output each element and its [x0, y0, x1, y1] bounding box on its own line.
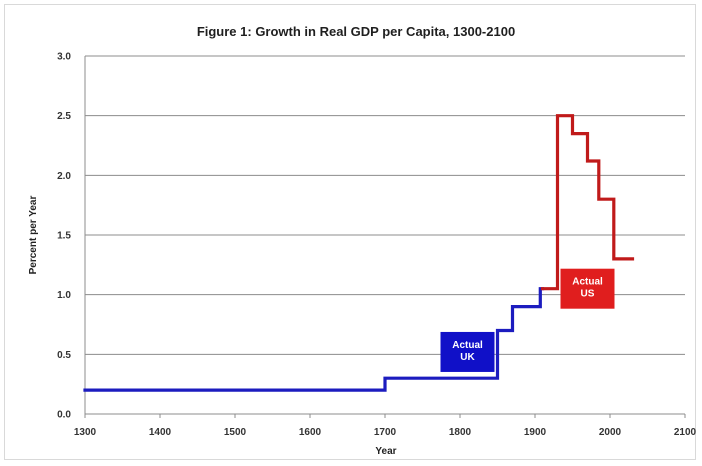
y-tick-label: 1.0 — [57, 290, 71, 301]
chart-frame — [4, 4, 696, 460]
y-tick-label: 0.0 — [57, 410, 71, 421]
x-tick-label: 1700 — [374, 427, 397, 438]
callout-actual-us-text: Actual — [572, 277, 603, 288]
x-axis-label: Year — [375, 446, 396, 457]
callout-actual-uk-text: UK — [460, 352, 475, 363]
x-tick-label: 1600 — [299, 427, 322, 438]
y-tick-label: 0.5 — [57, 350, 71, 361]
callout-actual-us-box — [560, 268, 615, 309]
y-tick-label: 2.0 — [57, 171, 71, 182]
x-tick-label: 2000 — [599, 427, 622, 438]
series-layer — [83, 114, 635, 392]
x-tick-label: 1400 — [149, 427, 172, 438]
x-tick-label: 1500 — [224, 427, 247, 438]
y-tick-label: 1.5 — [57, 231, 71, 242]
x-tick-label: 1800 — [449, 427, 472, 438]
y-tick-label: 3.0 — [57, 52, 71, 63]
x-tick-label: 1300 — [74, 427, 97, 438]
callout-actual-uk-text: Actual — [452, 340, 483, 351]
x-tick-label: 2100 — [674, 427, 697, 438]
y-tick-label: 2.5 — [57, 111, 71, 122]
callout-actual-uk-box — [440, 331, 495, 372]
series-line-uk — [83, 287, 545, 392]
chart-title: Figure 1: Growth in Real GDP per Capita,… — [197, 24, 515, 39]
x-tick-label: 1900 — [524, 427, 547, 438]
y-axis-label: Percent per Year — [28, 196, 39, 275]
callout-actual-us-text: US — [581, 289, 595, 300]
series-line-us — [540, 114, 635, 291]
grid-lines — [85, 55, 685, 355]
axes: 0.0 0.5 1.0 1.5 2.0 2.5 3.0 1300 1400 1500 1600 170… — [57, 52, 696, 439]
